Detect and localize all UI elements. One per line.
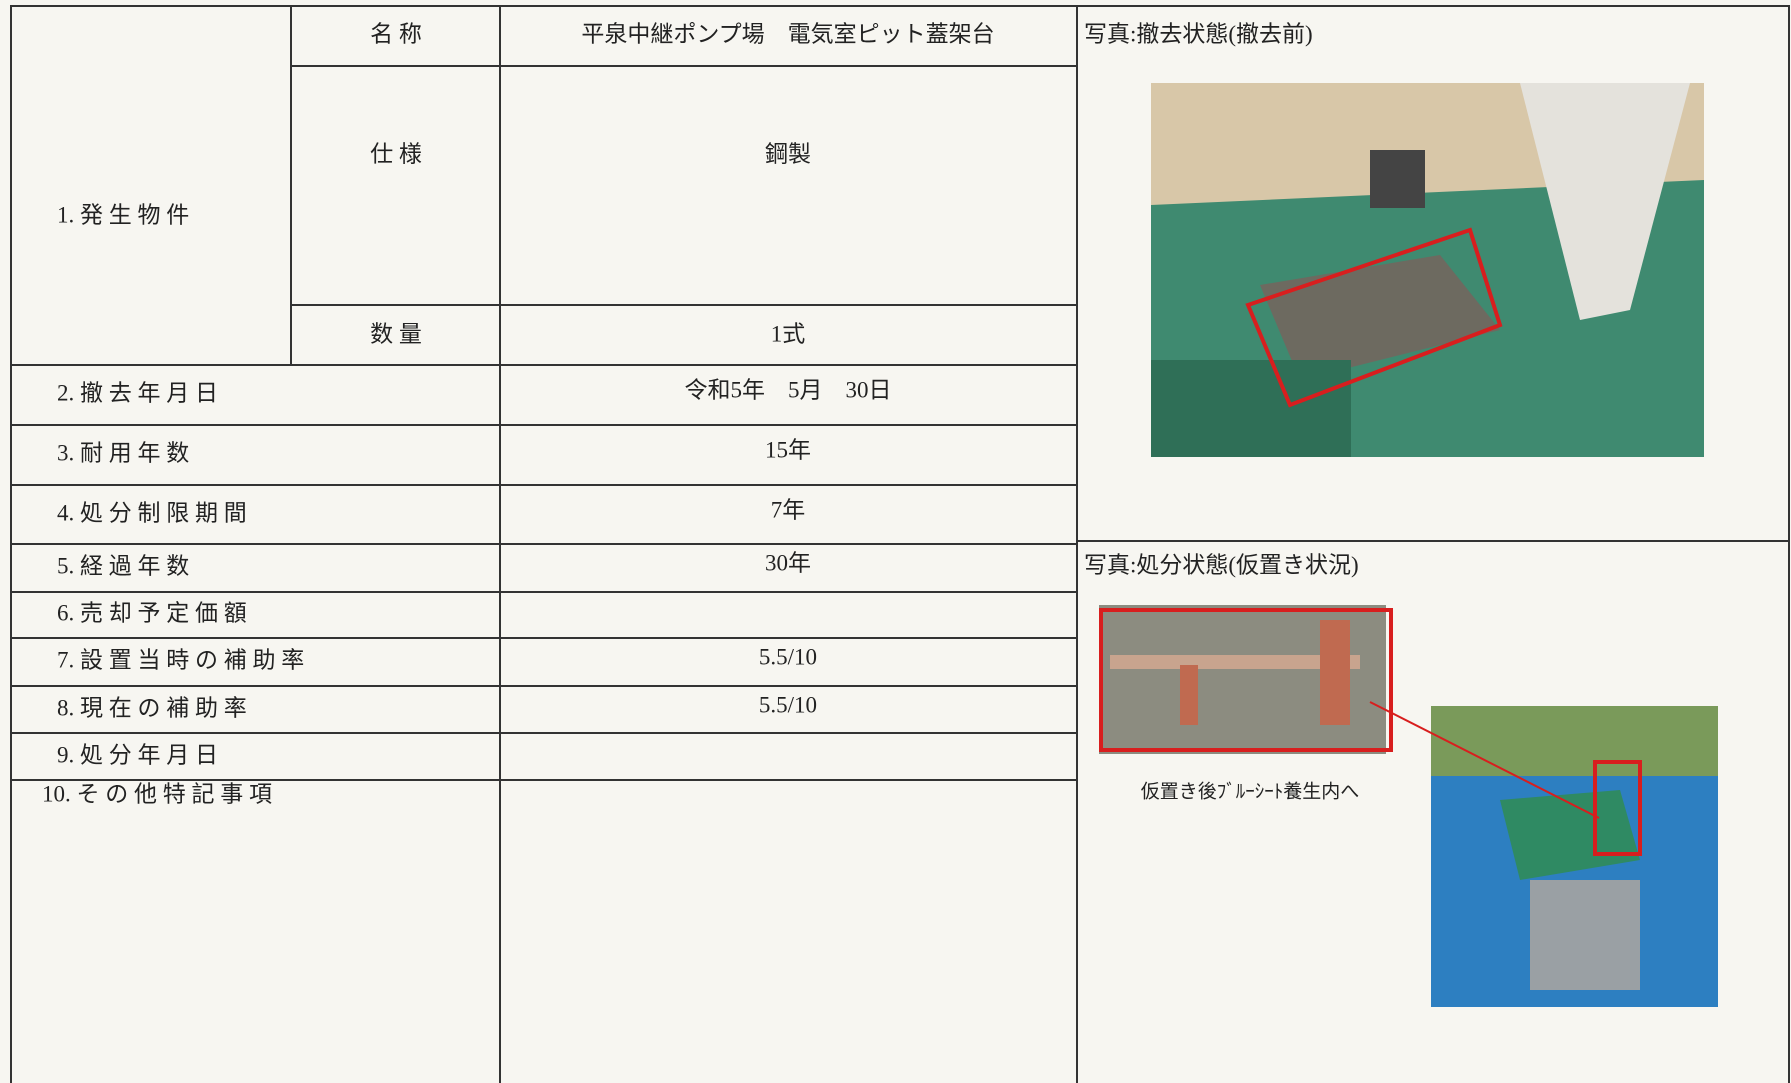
item-label: 3. 耐 用 年 数 bbox=[57, 440, 189, 465]
photo-title: 写真:処分状態(仮置き状況) bbox=[1084, 552, 1359, 577]
photo-caption: 仮置き後ﾌﾞﾙｰｼｰﾄ養生内へ bbox=[1141, 780, 1360, 802]
value: 15年 bbox=[765, 437, 811, 462]
sub-label: 仕 様 bbox=[370, 141, 422, 166]
sub-label: 名 称 bbox=[370, 21, 422, 46]
item-label: 10. そ の 他 特 記 事 項 bbox=[42, 781, 272, 806]
value: 5.5/10 bbox=[759, 692, 817, 717]
item-label: 6. 売 却 予 定 価 額 bbox=[57, 600, 247, 625]
grid-lines bbox=[10, 5, 1790, 1083]
value: 7年 bbox=[771, 497, 806, 522]
item-label: 8. 現 在 の 補 助 率 bbox=[57, 695, 247, 720]
value: 平泉中継ポンプ場 電気室ピット蓋架台 bbox=[581, 21, 994, 46]
item-label: 9. 処 分 年 月 日 bbox=[57, 742, 218, 767]
photo-after bbox=[1099, 605, 1718, 1007]
item-label: 1. 発 生 物 件 bbox=[57, 202, 189, 227]
item-label: 7. 設 置 当 時 の 補 助 率 bbox=[57, 647, 304, 672]
photo-before bbox=[1151, 83, 1704, 457]
value: 30年 bbox=[765, 550, 811, 575]
item-label: 4. 処 分 制 限 期 間 bbox=[57, 500, 247, 525]
value: 令和5年 5月 30日 bbox=[685, 377, 892, 402]
item-label: 5. 経 過 年 数 bbox=[57, 553, 189, 578]
photo-title: 写真:撤去状態(撤去前) bbox=[1084, 21, 1313, 46]
item-label: 2. 撤 去 年 月 日 bbox=[57, 380, 218, 405]
sub-label: 数 量 bbox=[370, 321, 422, 346]
value: 鋼製 bbox=[765, 141, 811, 166]
value: 5.5/10 bbox=[759, 644, 817, 669]
value: 1式 bbox=[771, 321, 806, 346]
